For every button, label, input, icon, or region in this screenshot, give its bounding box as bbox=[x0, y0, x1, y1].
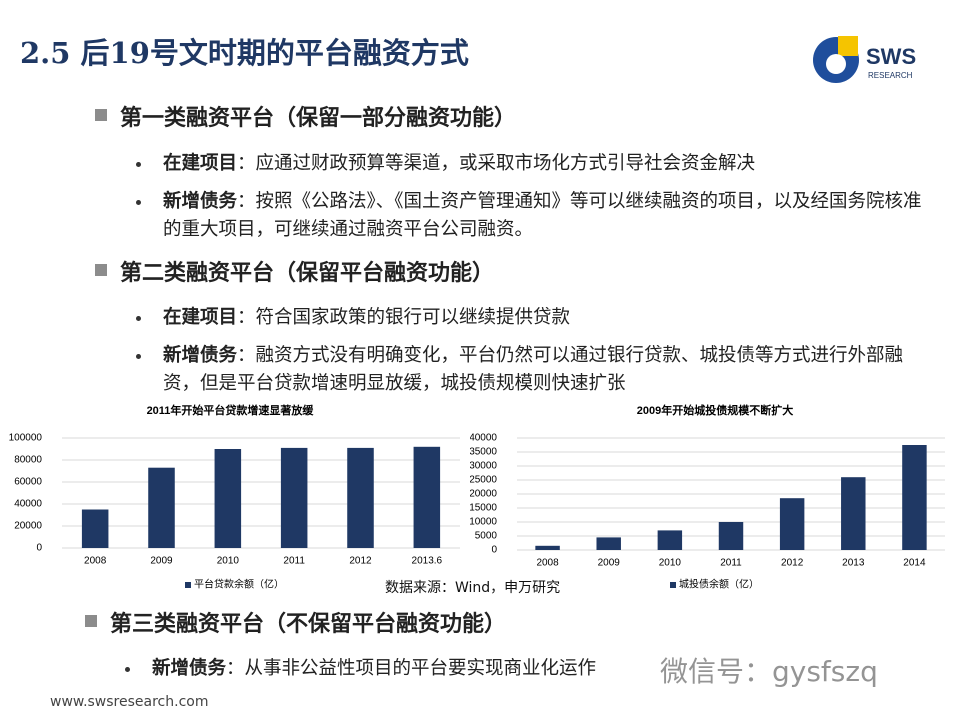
item: 新增债务：从事非公益性项目的平台要实现商业化运作 bbox=[152, 655, 917, 683]
item-text: ：应通过财政预算等渠道，或采取市场化方式引导社会资金解决 bbox=[237, 153, 756, 174]
bar bbox=[148, 467, 175, 548]
y-tick-label: 100000 bbox=[9, 433, 43, 444]
bar bbox=[841, 477, 866, 550]
bar bbox=[214, 449, 242, 548]
y-tick-label: 35000 bbox=[470, 447, 497, 458]
logo: SWS RESEARCH bbox=[813, 36, 916, 83]
section-heading: 第二类融资平台（保留平台融资功能） bbox=[120, 261, 495, 286]
legend-label: 平台贷款余额（亿） bbox=[194, 578, 284, 591]
x-tick-label: 2009 bbox=[598, 558, 621, 569]
bar bbox=[347, 447, 374, 548]
item-bullet bbox=[125, 667, 130, 672]
item: 在建项目：应通过财政预算等渠道，或采取市场化方式引导社会资金解决 bbox=[163, 150, 928, 178]
logo-subtext: RESEARCH bbox=[868, 71, 913, 80]
y-tick-label: 0 bbox=[36, 543, 42, 554]
chart-title: 2009年开始城投债规模不断扩大 bbox=[637, 403, 793, 417]
y-tick-label: 20000 bbox=[470, 489, 497, 500]
x-tick-label: 2013.6 bbox=[412, 556, 443, 567]
section-heading: 第三类融资平台（不保留平台融资功能） bbox=[110, 612, 507, 637]
x-tick-label: 2010 bbox=[217, 556, 240, 567]
chart-title: 2011年开始平台贷款增速显著放缓 bbox=[147, 403, 315, 417]
item-bullet bbox=[136, 200, 141, 205]
section-bullet bbox=[95, 109, 107, 121]
bar bbox=[280, 447, 308, 548]
item-label: 新增债务 bbox=[163, 191, 238, 212]
item-label: 新增债务 bbox=[163, 345, 238, 366]
bar bbox=[81, 509, 109, 548]
bar bbox=[657, 530, 683, 550]
legend-swatch bbox=[670, 582, 676, 588]
footer-url: www.swsresearch.com bbox=[50, 694, 209, 710]
item-text: ：融资方式没有明确变化，平台仍然可以通过银行贷款、城投债等方式进行外部融资，但是… bbox=[163, 345, 904, 392]
x-tick-label: 2013 bbox=[842, 558, 865, 569]
bar bbox=[779, 498, 805, 550]
y-tick-label: 60000 bbox=[14, 477, 42, 488]
bar bbox=[413, 446, 441, 548]
logo-text: SWS bbox=[866, 44, 916, 69]
y-tick-label: 30000 bbox=[470, 461, 497, 472]
item-label: 新增债务 bbox=[152, 658, 227, 679]
y-tick-label: 40000 bbox=[470, 433, 497, 444]
x-tick-label: 2008 bbox=[536, 558, 559, 569]
item-bullet bbox=[136, 162, 141, 167]
y-tick-label: 40000 bbox=[14, 499, 42, 510]
item-bullet bbox=[136, 316, 141, 321]
item: 新增债务：融资方式没有明确变化，平台仍然可以通过银行贷款、城投债等方式进行外部融… bbox=[163, 342, 928, 392]
y-tick-label: 5000 bbox=[475, 531, 498, 542]
legend-label: 城投债余额（亿） bbox=[679, 578, 759, 591]
section-bullet bbox=[85, 615, 97, 627]
item: 在建项目：符合国家政策的银行可以继续提供贷款 bbox=[163, 304, 928, 332]
logo-hole bbox=[826, 54, 846, 74]
bar bbox=[902, 445, 927, 550]
x-tick-label: 2012 bbox=[781, 558, 804, 569]
y-tick-label: 20000 bbox=[14, 521, 42, 532]
item-text: ：按照《公路法》、《国土资产管理通知》等可以继续融资的项目，以及经国务院核准的重… bbox=[163, 191, 922, 240]
chart: 2011年开始平台贷款增速显著放缓 0 20000 40000 60000 80000 10… bbox=[0, 396, 470, 596]
x-tick-label: 2011 bbox=[720, 558, 742, 569]
logo-square bbox=[838, 36, 858, 56]
item-text: ：符合国家政策的银行可以继续提供贷款 bbox=[237, 307, 571, 328]
x-tick-label: 2008 bbox=[84, 556, 107, 567]
x-tick-label: 2010 bbox=[659, 558, 682, 569]
source: 数据来源：Wind，申万研究 bbox=[385, 580, 561, 596]
watermark: 微信号：gysfszq bbox=[660, 655, 878, 688]
legend-swatch bbox=[185, 582, 191, 588]
x-tick-label: 2012 bbox=[349, 556, 372, 567]
bar bbox=[596, 537, 621, 550]
x-tick-label: 2009 bbox=[150, 556, 173, 567]
chart: 2009年开始城投债规模不断扩大 0 5000 10000 15000 20000 2500… bbox=[470, 396, 960, 596]
y-tick-label: 10000 bbox=[470, 517, 497, 528]
item-bullet bbox=[136, 354, 141, 359]
y-tick-label: 15000 bbox=[470, 503, 497, 514]
bar bbox=[718, 522, 744, 550]
bar bbox=[535, 545, 560, 550]
item-label: 在建项目 bbox=[163, 153, 238, 174]
y-tick-label: 0 bbox=[491, 545, 497, 556]
y-tick-label: 80000 bbox=[14, 455, 42, 466]
item: 新增债务：按照《公路法》、《国土资产管理通知》等可以继续融资的项目，以及经国务院… bbox=[163, 188, 928, 244]
x-tick-label: 2011 bbox=[283, 556, 305, 567]
slide-title: 2.5 后19号文时期的平台融资方式 bbox=[20, 36, 469, 70]
item-text: ：从事非公益性项目的平台要实现商业化运作 bbox=[226, 658, 597, 679]
section-heading: 第一类融资平台（保留一部分融资功能） bbox=[120, 106, 517, 131]
section-bullet bbox=[95, 264, 107, 276]
item-label: 在建项目 bbox=[163, 307, 238, 328]
x-tick-label: 2014 bbox=[903, 558, 926, 569]
y-tick-label: 25000 bbox=[470, 475, 497, 486]
